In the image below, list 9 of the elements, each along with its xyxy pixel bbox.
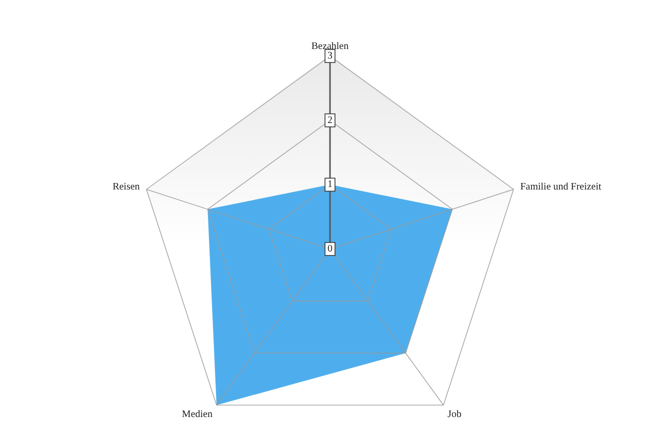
- y-tick-label: 0: [328, 244, 332, 254]
- spoke-label: Medien: [182, 409, 212, 420]
- y-tick-label: 3: [328, 50, 332, 62]
- spoke-label: Reisen: [112, 182, 140, 193]
- y-tick-label: 2: [328, 114, 332, 126]
- spoke-label: Bezahlen: [311, 41, 349, 52]
- spoke-label: Familie und Freizeit: [520, 182, 602, 193]
- spoke-label: Job: [448, 409, 462, 420]
- y-tick-label: 1: [328, 179, 332, 190]
